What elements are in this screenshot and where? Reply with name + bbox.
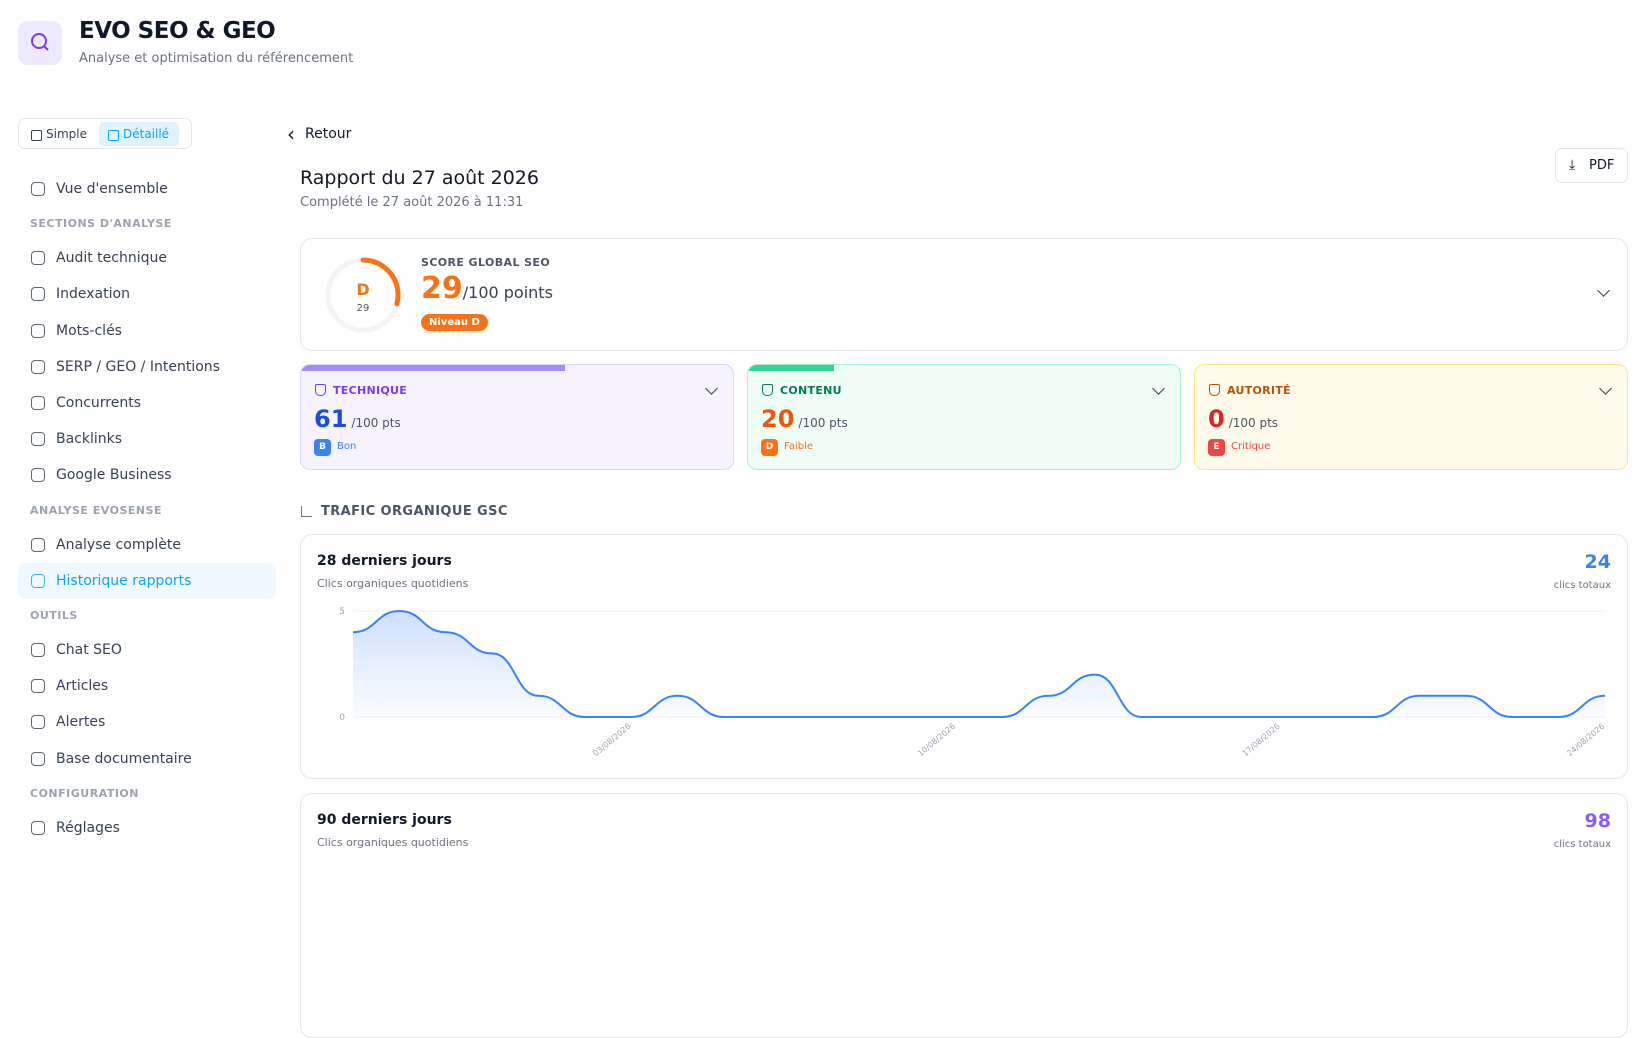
x-tick-label: 10/08/2026 [916,722,957,759]
x-tick-label: 03/08/2026 [591,722,632,759]
expand-chevron[interactable] [1597,284,1610,297]
category-status: Bon [337,441,357,452]
category-suffix: /100 pts [351,416,401,430]
traffic-card-subtitle: Clics organiques quotidiens [317,577,469,590]
nav-section-label: ANALYSE EVOSENSE [30,503,163,517]
back-button[interactable]: Retour [287,122,352,146]
traffic-total: 98 [1584,810,1611,832]
x-tick-label: 24/08/2026 [1565,722,1606,759]
expand-chevron[interactable] [1599,382,1612,395]
category-status: Faible [784,441,814,452]
category-name: TECHNIQUE [314,384,408,397]
category-name: AUTORITÉ [1209,384,1291,397]
nav-item[interactable]: SERP / GEO / Intentions [18,349,276,385]
app-title: EVO SEO & GEO [79,18,276,44]
pdf-button[interactable]: PDF [1555,148,1628,183]
category-value: 20 [761,405,795,433]
category-card: TECHNIQUE 61/100 pts B Bon [300,364,734,470]
category-grade: D [761,439,778,456]
score-label: SCORE GLOBAL SEO [421,256,551,269]
x-tick-label: 17/08/2026 [1241,722,1282,759]
traffic-card: 28 derniers jours Clics organiques quotid… [300,534,1628,779]
expand-chevron[interactable] [705,382,718,395]
line [352,609,1606,718]
traffic-card: 90 derniers jours Clics organiques quotid… [300,793,1628,1038]
category-card: CONTENU 20/100 pts D Faible [747,364,1181,470]
nav-item[interactable]: Analyse complète [18,527,276,563]
category-value: 61 [314,405,348,433]
nav-section-label: OUTILS [30,609,78,622]
traffic-card-title: 28 derniers jours [317,553,452,569]
traffic-title: TRAFIC ORGANIQUE GSC [301,504,508,519]
nav-item[interactable]: Audit technique [18,240,276,276]
view-mode[interactable]: Détaillé [98,121,180,146]
category-progress [301,365,565,371]
nav-item[interactable]: Backlinks [18,421,276,457]
page: EVO SEO & GEO Analyse et optimisation du… [0,0,1642,840]
line-chart: 0 5 03/08/2026 10/08/2026 17/08/2026 24/08/20… [339,607,1606,759]
category-suffix: /100 pts [798,416,848,430]
score-suffix: /100 points [462,283,553,302]
view-toggle: Simple Détaillé [18,118,192,149]
logo-icon [31,33,49,51]
nav-item[interactable]: Chat SEO [18,632,276,668]
line-area [353,611,1605,717]
view-mode[interactable]: Simple [22,122,97,146]
nav-item[interactable]: Historique rapports [18,562,276,599]
category-value-row: 0/100 pts [1208,405,1278,433]
report-title: Rapport du 27 août 2026 [300,167,539,189]
report-subtitle: Complété le 27 août 2026 à 11:31 [300,195,524,210]
nav-item[interactable]: Vue d'ensemble [18,171,276,207]
score-value-row: 29/100 points [421,271,553,306]
nav-item[interactable]: Base documentaire [18,741,276,777]
nav-item[interactable]: Alertes [18,704,276,740]
score-value: 29 [421,271,463,306]
expand-chevron[interactable] [1152,382,1165,395]
nav-item[interactable]: Réglages [18,810,276,846]
traffic-total: 24 [1584,551,1611,573]
category-value-row: 20/100 pts [761,405,848,433]
category-status: Critique [1231,441,1271,452]
nav-section-label: CONFIGURATION [30,786,139,800]
gauge-arc [325,257,401,333]
score-gauge: D 29 [325,257,401,333]
category-grade: B [314,439,331,456]
y-tick-label: 0 [339,713,345,723]
category-value-row: 61/100 pts [314,405,401,433]
traffic-total-label: clics totaux [1553,839,1611,850]
traffic-total-label: clics totaux [1553,580,1611,591]
nav-section-label: SECTIONS D'ANALYSE [30,217,172,231]
traffic-card-title: 90 derniers jours [317,812,452,828]
category-suffix: /100 pts [1228,416,1279,430]
score-badge: Niveau D [421,314,488,331]
category-value: 0 [1208,405,1225,433]
app-subtitle: Analyse et optimisation du référencement [79,51,354,66]
logo [18,21,62,65]
y-tick-label: 5 [339,607,345,617]
gauge-value: 29 [357,303,370,314]
category-progress [748,365,835,371]
traffic-card-subtitle: Clics organiques quotidiens [317,836,469,849]
nav-item[interactable]: Google Business [18,457,276,493]
category-grade: E [1208,439,1225,456]
nav-item[interactable]: Mots-clés [18,313,276,349]
nav-item[interactable]: Articles [18,668,276,704]
gauge-grade: D [356,280,369,299]
nav-item[interactable]: Indexation [18,276,276,312]
category-card: AUTORITÉ 0/100 pts E Critique [1194,364,1628,470]
nav-item[interactable]: Concurrents [18,385,276,421]
category-name: CONTENU [762,384,842,397]
score-card: D 29 SCORE GLOBAL SEO 29/100 points Nivea… [300,238,1628,351]
